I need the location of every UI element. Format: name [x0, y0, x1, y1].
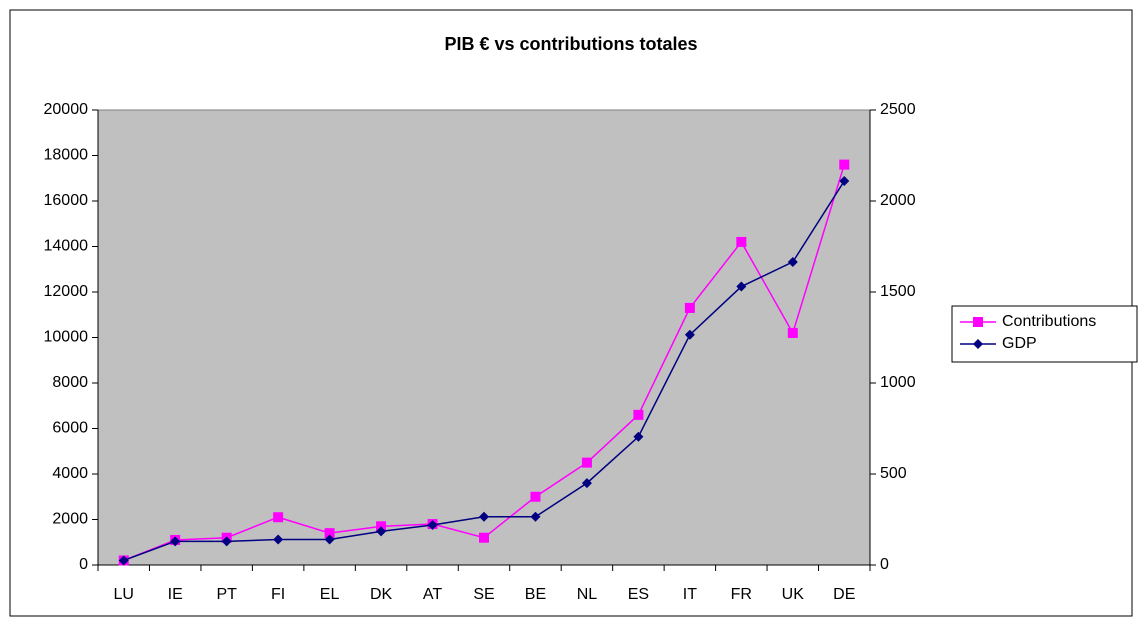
y-tick-label: 16000: [44, 192, 89, 209]
legend-box: [951, 305, 1138, 363]
legend-label: Contributions: [1002, 313, 1096, 330]
x-tick-label: SE: [473, 586, 494, 603]
x-tick-label: ES: [628, 586, 649, 603]
y2-tick-label: 2500: [880, 101, 916, 118]
data-point: [839, 175, 850, 186]
legend-marker: [973, 339, 983, 349]
y2-tick-label: 500: [880, 465, 907, 482]
data-point: [118, 555, 129, 566]
data-point: [530, 511, 541, 522]
data-point: [376, 521, 387, 532]
chart-title: PIB € vs contributions totales: [444, 34, 697, 54]
plot-background: [97, 109, 871, 566]
x-tick-label: EL: [320, 586, 340, 603]
data-point: [479, 532, 489, 543]
data-point: [221, 536, 232, 547]
data-point: [581, 457, 592, 468]
y-tick-label: 14000: [44, 238, 89, 255]
y-tick-label: 10000: [44, 329, 89, 346]
legend-label: GDP: [1002, 335, 1037, 352]
x-tick-label: DE: [833, 586, 855, 603]
x-tick-label: DK: [370, 586, 393, 603]
legend-marker: [973, 317, 983, 327]
data-point: [736, 281, 747, 292]
x-tick-label: BE: [525, 586, 546, 603]
x-tick-label: PT: [216, 586, 237, 603]
data-point: [787, 256, 798, 267]
y2-tick-label: 0: [880, 556, 889, 573]
y2-tick-label: 1500: [880, 283, 916, 300]
y-tick-label: 2000: [52, 511, 88, 528]
y2-tick-label: 2000: [880, 192, 916, 209]
x-tick-label: FI: [271, 586, 285, 603]
data-point: [324, 528, 335, 539]
data-point: [273, 534, 284, 545]
data-point: [170, 536, 181, 547]
y-tick-label: 4000: [52, 465, 88, 482]
x-tick-label: LU: [114, 586, 134, 603]
data-point: [581, 478, 592, 489]
y-tick-label: 12000: [44, 283, 89, 300]
x-tick-label: FR: [731, 586, 752, 603]
y-tick-label: 0: [79, 556, 88, 573]
y-tick-label: 20000: [44, 101, 89, 118]
data-point: [530, 491, 541, 502]
data-point: [787, 327, 798, 338]
data-point: [273, 512, 284, 523]
data-point: [427, 519, 438, 530]
x-tick-label: AT: [423, 586, 442, 603]
x-tick-label: NL: [577, 586, 598, 603]
y-tick-label: 18000: [44, 147, 89, 164]
y2-tick-label: 1000: [880, 374, 916, 391]
x-tick-label: IE: [168, 586, 183, 603]
x-tick-label: UK: [782, 586, 805, 603]
data-point: [376, 526, 387, 537]
x-tick-label: IT: [683, 586, 697, 603]
data-point: [479, 511, 489, 522]
data-point: [684, 302, 695, 313]
data-point: [324, 534, 335, 545]
y-tick-label: 6000: [52, 420, 88, 437]
data-point: [633, 409, 644, 420]
y-tick-label: 8000: [52, 374, 88, 391]
data-point: [839, 159, 850, 170]
data-point: [736, 236, 747, 247]
data-point: [633, 431, 644, 442]
data-point: [684, 329, 695, 340]
